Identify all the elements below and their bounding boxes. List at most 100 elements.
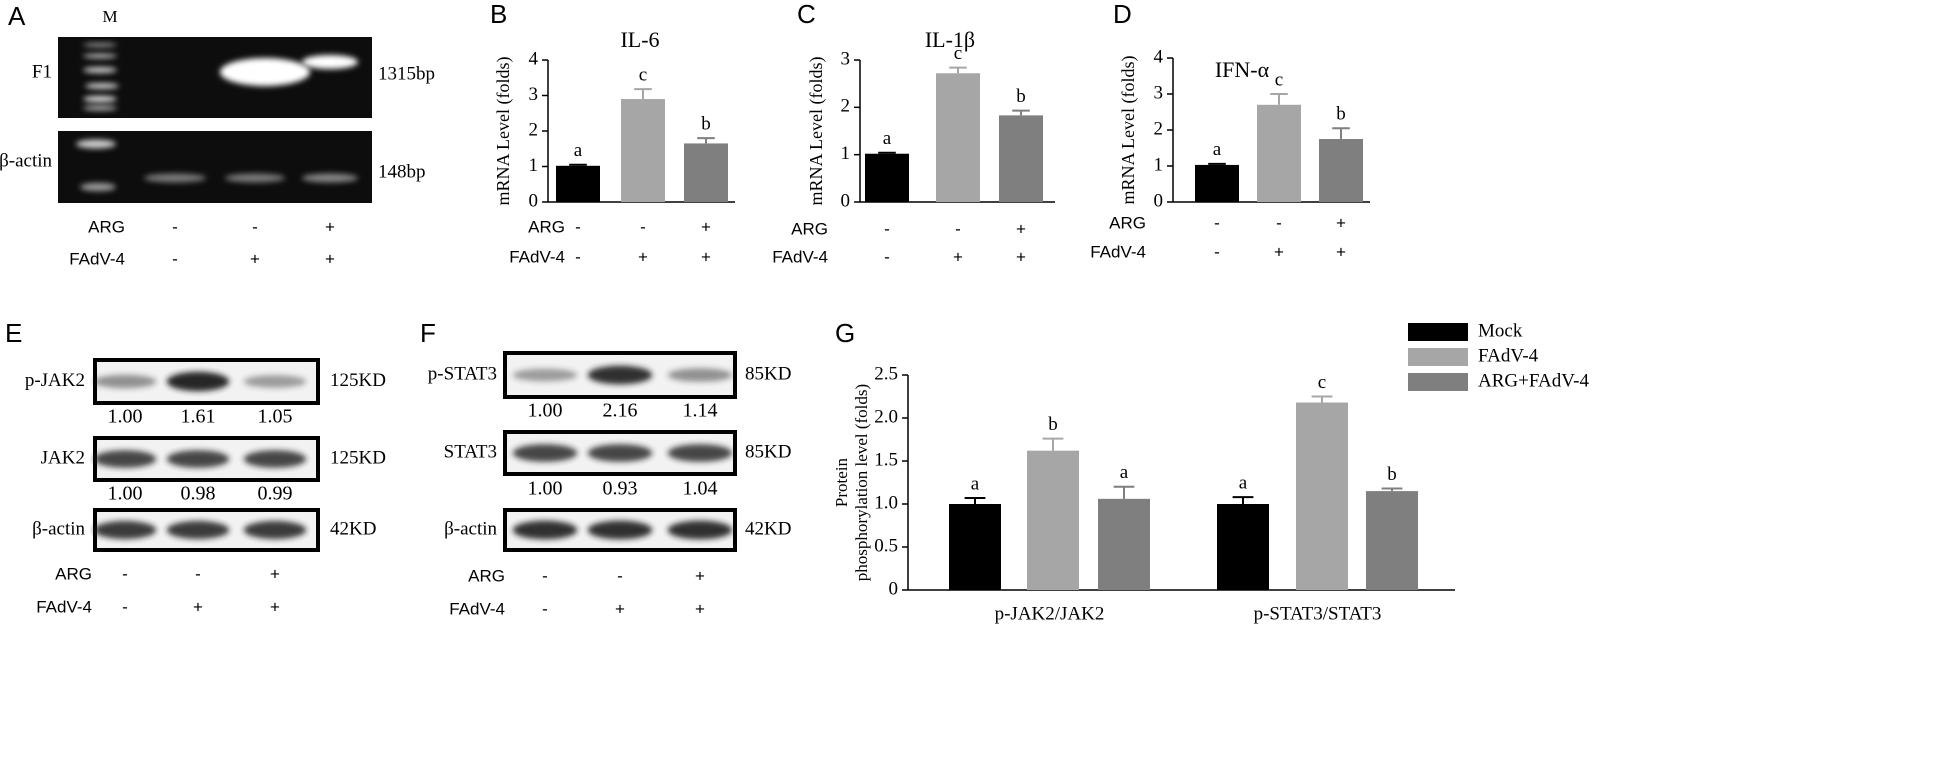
panel-letter: E: [5, 318, 22, 348]
y-tick-label: 2: [529, 119, 539, 140]
legend-label: ARG+FAdV-4: [1478, 370, 1590, 391]
legend-label: FAdV-4: [1478, 345, 1539, 366]
bar: [1195, 164, 1239, 202]
band-ratio: 1.14: [683, 400, 718, 422]
y-tick-label: 2: [841, 96, 851, 117]
condition-sign: -: [542, 566, 548, 585]
condition-sign: +: [270, 597, 280, 616]
error-bar: [634, 88, 652, 100]
condition-sign: +: [325, 249, 335, 268]
panel-letter: A: [8, 1, 26, 31]
bar: [556, 165, 600, 202]
x-tick-label: p-JAK2/JAK2: [995, 603, 1105, 624]
condition-label: ARG: [468, 566, 505, 585]
panel-letter: G: [835, 318, 855, 348]
condition-sign: -: [122, 564, 128, 583]
y-axis-label: Protein: [832, 457, 851, 507]
significance-letter: c: [1275, 69, 1283, 90]
y-tick-label: 2.5: [874, 363, 898, 384]
condition-sign: -: [172, 249, 178, 268]
significance-letter: a: [1213, 139, 1222, 160]
condition-sign: +: [695, 566, 705, 585]
blot-size: 85KD: [745, 363, 791, 384]
panel-letter: C: [797, 0, 816, 29]
blot-size: 42KD: [745, 518, 791, 539]
error-bar: [1208, 162, 1226, 165]
y-tick-label: 4: [1154, 46, 1164, 67]
band-ratio: 1.00: [108, 483, 143, 505]
band-ratio: 1.00: [528, 400, 563, 422]
error-bar: [1270, 93, 1288, 105]
blot-size: 85KD: [745, 441, 791, 462]
condition-sign: +: [701, 247, 711, 266]
x-tick-label: p-STAT3/STAT3: [1254, 603, 1382, 624]
y-tick-label: 0: [529, 190, 539, 211]
condition-label: ARG: [791, 219, 828, 238]
bar: [999, 115, 1043, 202]
condition-sign: -: [122, 597, 128, 616]
blot-band: [166, 520, 230, 540]
legend-swatch: [1408, 348, 1468, 366]
gel-band: [225, 173, 285, 183]
condition-label: FAdV-4: [449, 599, 505, 618]
blot-size: 1315bp: [378, 63, 435, 84]
significance-letter: b: [701, 113, 711, 134]
gel-band: [302, 55, 358, 69]
significance-letter: c: [954, 43, 962, 64]
condition-sign: +: [1336, 242, 1346, 261]
condition-sign: -: [1214, 213, 1220, 232]
error-bar: [697, 137, 715, 144]
significance-letter: a: [574, 140, 583, 161]
blot-band: [667, 520, 733, 540]
condition-sign: -: [884, 219, 890, 238]
y-axis-label: mRNA Level (folds): [493, 57, 514, 206]
legend-swatch: [1408, 323, 1468, 341]
condition-sign: +: [193, 597, 203, 616]
condition-sign: +: [638, 247, 648, 266]
significance-letter: b: [1336, 104, 1346, 125]
bar: [621, 99, 665, 202]
y-axis-label: mRNA Level (folds): [1118, 56, 1139, 205]
band-ratio: 0.99: [258, 483, 293, 505]
bar: [936, 73, 980, 203]
y-tick-label: 2.0: [874, 406, 898, 427]
error-bar: [964, 496, 986, 504]
blot-label: p-JAK2: [25, 370, 85, 391]
bar: [1366, 491, 1418, 590]
y-tick-label: 3: [529, 84, 539, 105]
significance-letter: a: [1239, 472, 1248, 493]
condition-label: ARG: [55, 564, 92, 583]
condition-sign: +: [325, 217, 335, 236]
gel-band: [76, 139, 116, 149]
blot-label: F1: [32, 61, 52, 82]
gel-band: [83, 53, 117, 59]
condition-sign: +: [1274, 242, 1284, 261]
bar: [865, 153, 909, 202]
band-ratio: 1.00: [528, 478, 563, 500]
bar: [1027, 450, 1079, 590]
error-bar: [1232, 496, 1254, 504]
blot-band: [587, 520, 653, 540]
significance-letter: a: [971, 473, 980, 494]
y-tick-label: 3: [1154, 82, 1164, 103]
condition-sign: +: [270, 564, 280, 583]
gel: [58, 37, 372, 118]
blot-band: [512, 368, 578, 382]
condition-sign: -: [1276, 213, 1282, 232]
band-ratio: 0.93: [603, 478, 638, 500]
blot-band: [243, 520, 307, 540]
condition-sign: +: [1016, 219, 1026, 238]
blot-band: [243, 375, 307, 388]
error-bar: [1311, 395, 1333, 403]
condition-sign: -: [1214, 242, 1220, 261]
condition-label: FAdV-4: [509, 247, 565, 266]
gel-band: [85, 83, 119, 89]
condition-sign: +: [695, 599, 705, 618]
bar: [684, 143, 728, 202]
gel-band: [302, 173, 358, 183]
blot-size: 148bp: [378, 161, 426, 182]
condition-sign: -: [542, 599, 548, 618]
gel-band: [80, 183, 116, 191]
legend-swatch: [1408, 373, 1468, 391]
